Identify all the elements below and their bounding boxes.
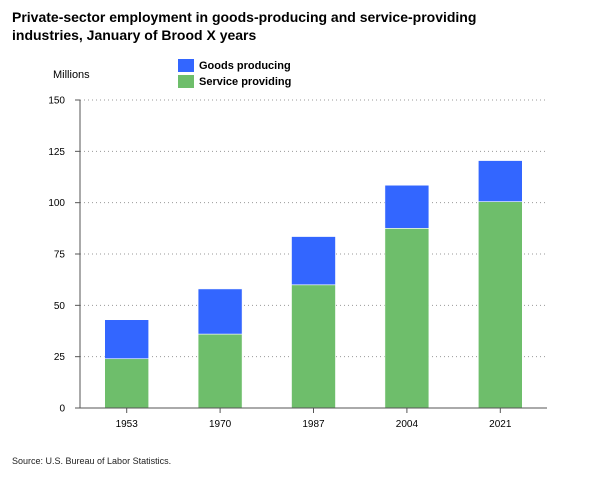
y-tick-label-150: 150 — [48, 96, 65, 107]
x-tick-label-1987: 1987 — [302, 419, 325, 430]
bar-goods-producing-2021 — [477, 160, 523, 202]
bar-goods-producing-1970 — [197, 288, 243, 335]
y-tick-label-125: 125 — [48, 147, 65, 158]
bar-service-providing-1987 — [291, 284, 336, 409]
y-tick-label-50: 50 — [54, 301, 66, 312]
legend-label-service-providing: Service providing — [199, 75, 292, 88]
x-tick-label-2004: 2004 — [396, 419, 419, 430]
chart-title-line-2: industries, January of Brood X years — [12, 27, 257, 43]
bar-goods-producing-1987 — [291, 236, 336, 286]
legend-swatch-service-providing — [178, 75, 194, 88]
bar-service-providing-1970 — [197, 333, 243, 409]
x-tick-label-2021: 2021 — [489, 419, 512, 430]
bar-goods-producing-1953 — [104, 319, 149, 360]
bar-goods-producing-2004 — [384, 184, 430, 229]
chart-title-line-1: Private-sector employment in goods-produ… — [12, 9, 477, 25]
legend-label-goods-producing: Goods producing — [199, 59, 291, 72]
x-tick-label-1970: 1970 — [209, 419, 232, 430]
legend-item-goods-producing: Goods producing — [178, 58, 291, 73]
y-tick-label-0: 0 — [59, 404, 65, 415]
y-tick-label-75: 75 — [54, 250, 66, 261]
bar-service-providing-2021 — [477, 201, 523, 409]
legend-swatch-goods-producing — [178, 59, 194, 72]
y-tick-label-25: 25 — [54, 352, 66, 363]
bar-service-providing-2004 — [384, 228, 430, 409]
x-tick-label-1953: 1953 — [116, 419, 139, 430]
source-note: Source: U.S. Bureau of Labor Statistics. — [12, 456, 172, 466]
y-axis-unit-label: Millions — [53, 69, 90, 81]
bar-service-providing-1953 — [104, 358, 149, 409]
chart-legend: Goods producing Service providing — [178, 58, 291, 90]
legend-item-service-providing: Service providing — [178, 74, 291, 89]
y-tick-label-100: 100 — [48, 198, 65, 209]
chart-title: Private-sector employment in goods-produ… — [12, 8, 572, 44]
